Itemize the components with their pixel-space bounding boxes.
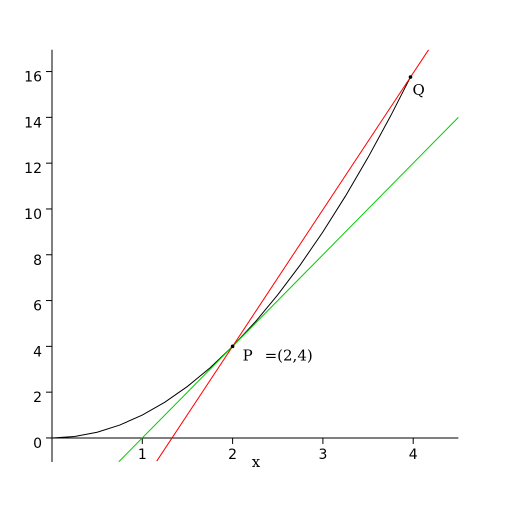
point (230, 344, 235, 349)
y-tick-label: 6 (33, 299, 42, 315)
x-tick-label: 4 (409, 447, 418, 463)
y-tick-label: 2 (33, 390, 42, 406)
curve (51, 76, 411, 439)
curve (156, 49, 429, 462)
x-tick-label: 1 (138, 447, 147, 463)
point-label: P (243, 346, 253, 364)
y-tick-label: 0 (33, 436, 42, 452)
x-tick-label: 2 (228, 447, 237, 463)
y-tick-label: 8 (33, 253, 42, 269)
y-tick-label: 16 (24, 70, 42, 86)
point-label: Q (412, 81, 424, 99)
point-text: =(2,4) (265, 346, 313, 364)
y-tick-label: 14 (24, 115, 42, 131)
y-tick-label: 12 (24, 161, 42, 177)
x-tick-label: 3 (318, 447, 327, 463)
x-axis-label: x (252, 453, 261, 471)
point (408, 75, 413, 79)
y-tick-label: 10 (24, 207, 42, 223)
y-tick-label: 4 (33, 344, 42, 360)
curve (118, 117, 459, 463)
